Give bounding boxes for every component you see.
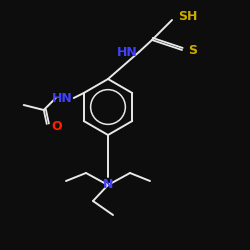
Text: N: N [103, 178, 113, 192]
Text: HN: HN [116, 46, 138, 59]
Text: SH: SH [178, 10, 198, 24]
Text: S: S [188, 44, 197, 57]
Text: O: O [52, 120, 62, 132]
Text: HN: HN [52, 92, 72, 104]
